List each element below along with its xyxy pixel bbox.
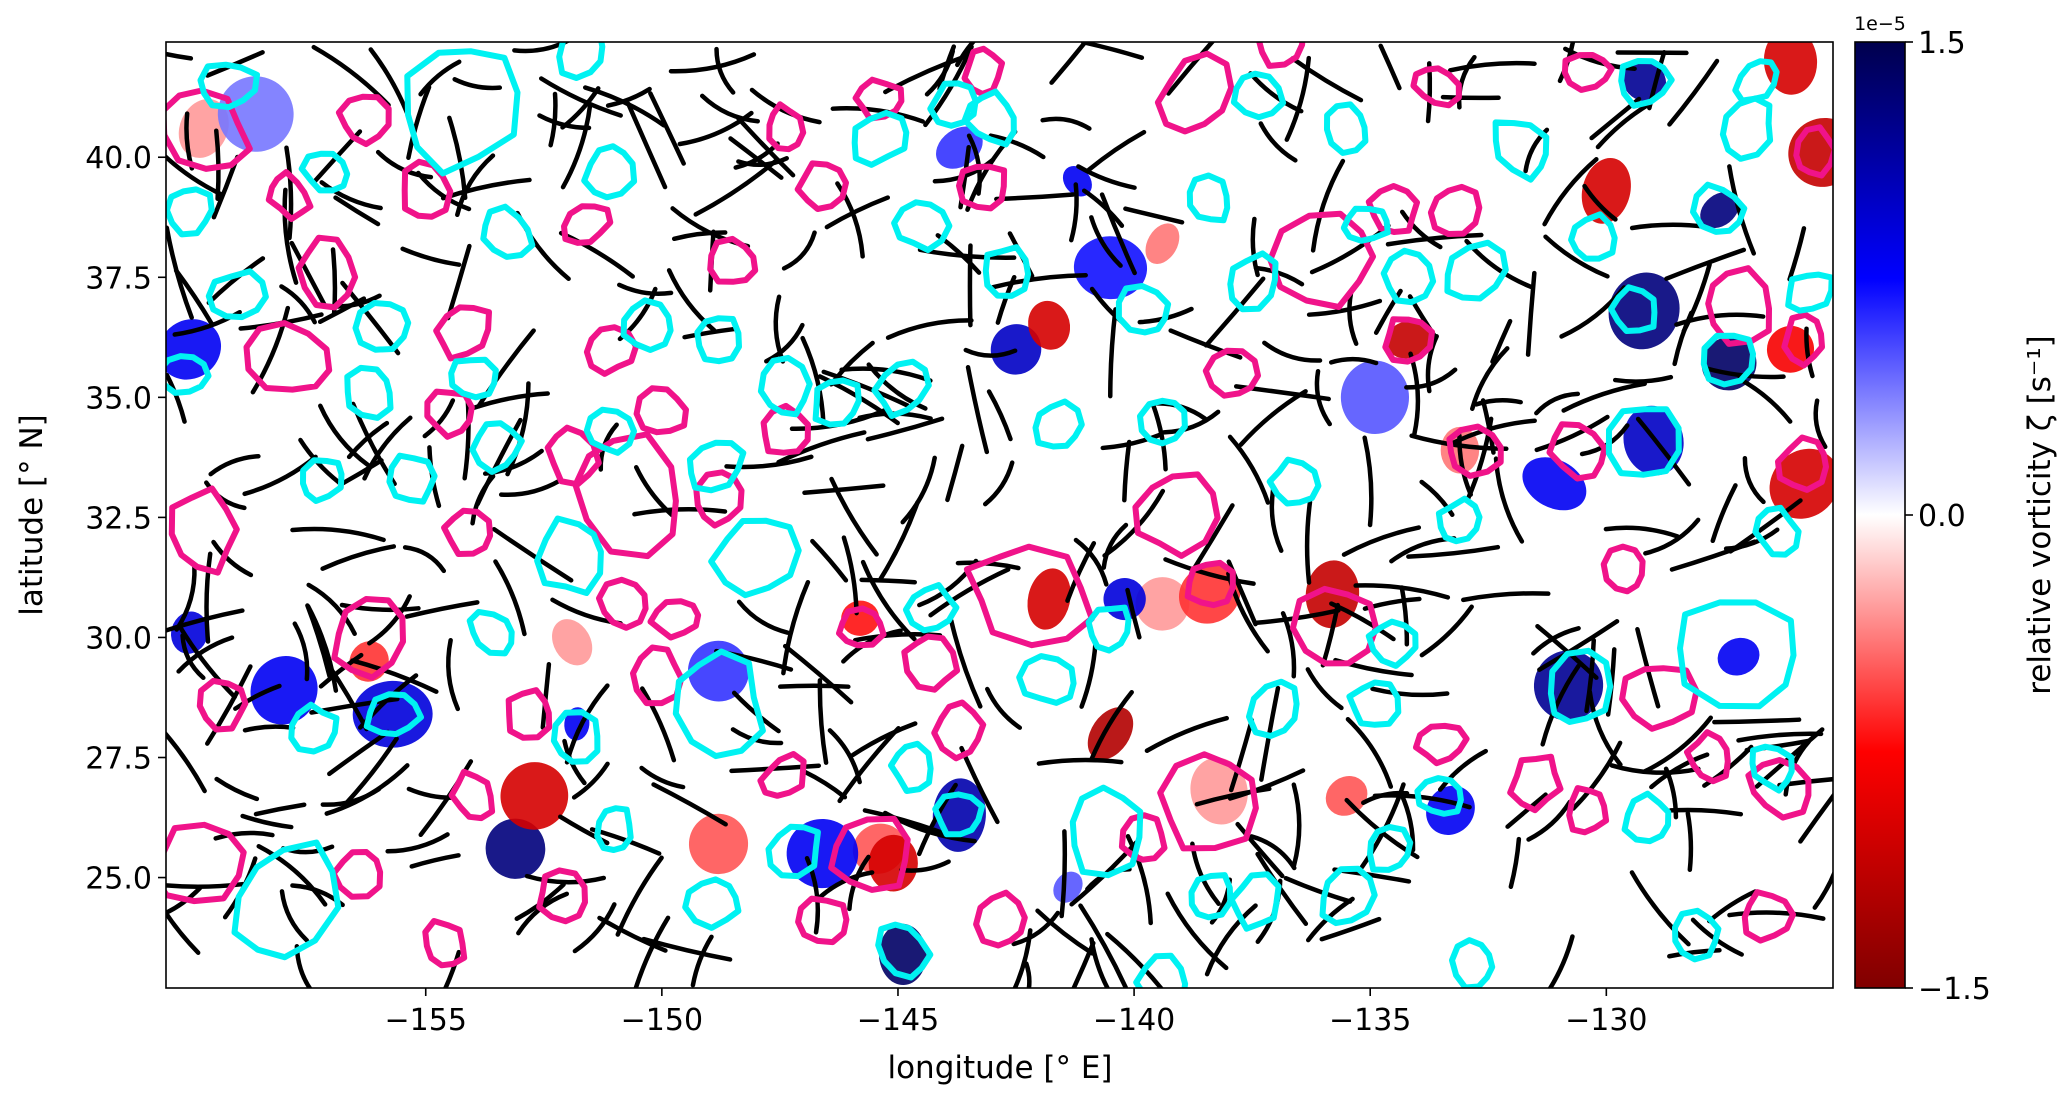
x-tick-label: −130 bbox=[1565, 1003, 1647, 1038]
positive-vorticity-patch bbox=[1341, 360, 1410, 434]
y-tick-label: 27.5 bbox=[85, 742, 152, 777]
colorbar-tick-label: 1.5 bbox=[1918, 26, 1966, 61]
streamline-segment bbox=[970, 246, 971, 325]
y-axis-label: latitude [° N] bbox=[14, 414, 50, 616]
colorbar-offset-text: 1e−5 bbox=[1854, 13, 1906, 35]
streamline-segment bbox=[780, 686, 848, 687]
x-tick-label: −155 bbox=[385, 1003, 467, 1038]
x-tick-label: −135 bbox=[1329, 1003, 1411, 1038]
x-tick-label: −140 bbox=[1093, 1003, 1175, 1038]
y-tick-label: 35.0 bbox=[85, 381, 152, 416]
y-tick-label: 25.0 bbox=[85, 862, 152, 897]
streamline-segment bbox=[1714, 720, 1799, 722]
y-tick-label: 30.0 bbox=[85, 621, 152, 656]
x-axis-label: longitude [° E] bbox=[887, 1050, 1112, 1086]
x-tick-label: −145 bbox=[857, 1003, 939, 1038]
colorbar-tick-label: −1.5 bbox=[1918, 972, 1991, 1007]
x-axis-ticks: −155 −150 −145 −140 −135 −130 bbox=[385, 988, 1648, 1038]
plot-area bbox=[137, 18, 1873, 1017]
colorbar-label: relative vorticity ζ [s⁻¹] bbox=[2022, 335, 2058, 694]
y-axis-ticks: 25.0 27.5 30.0 32.5 35.0 37.5 40.0 bbox=[85, 141, 166, 896]
y-tick-label: 40.0 bbox=[85, 141, 152, 176]
colorbar-ticks: 1.5 0.0 −1.5 bbox=[1905, 26, 1991, 1007]
streamline-segment bbox=[862, 580, 915, 582]
x-tick-label: −150 bbox=[621, 1003, 703, 1038]
colorbar-tick-label: 0.0 bbox=[1918, 499, 1966, 534]
colorbar bbox=[1855, 42, 1905, 988]
streamline-segment bbox=[1443, 97, 1499, 98]
y-tick-label: 32.5 bbox=[85, 501, 152, 536]
y-tick-label: 37.5 bbox=[85, 261, 152, 296]
